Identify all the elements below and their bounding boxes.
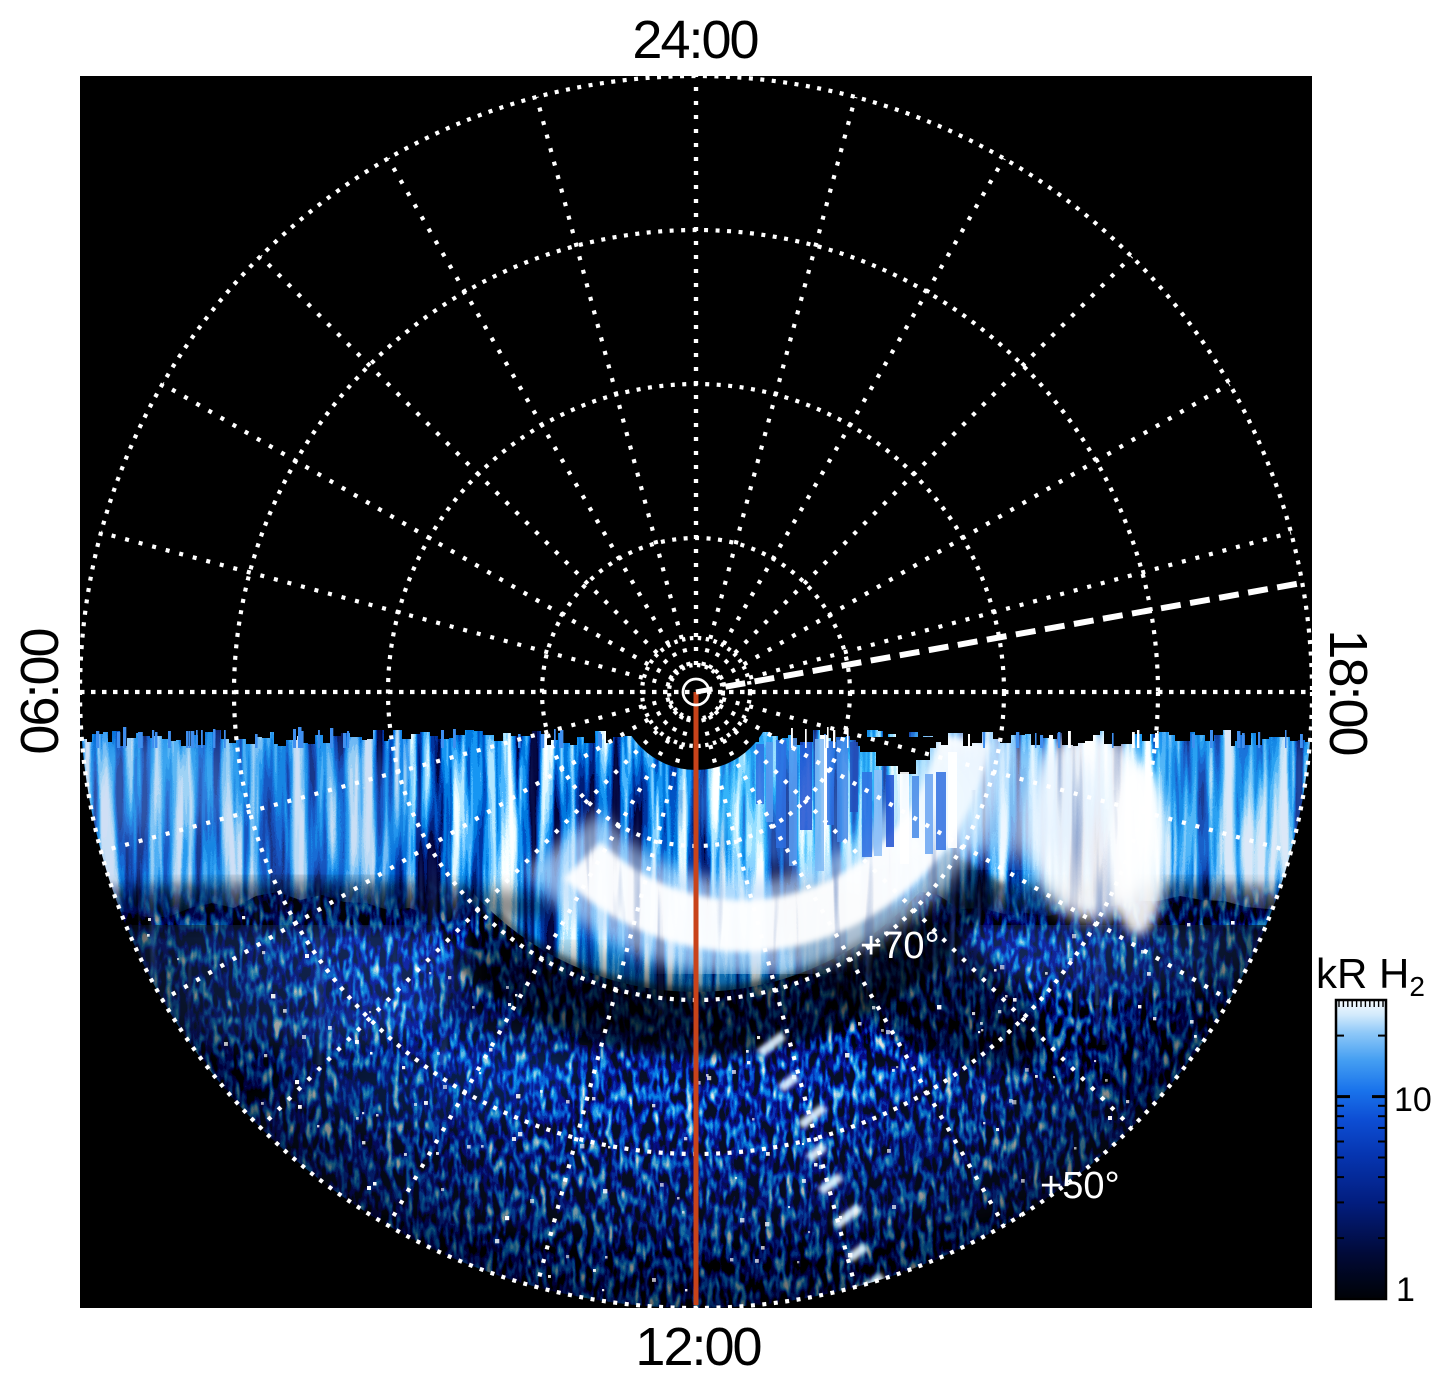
svg-text:06:00: 06:00 xyxy=(10,629,70,754)
svg-text:10: 10 xyxy=(1394,1081,1432,1119)
svg-text:+50°: +50° xyxy=(1040,1165,1120,1207)
svg-text:1: 1 xyxy=(1396,1271,1415,1309)
svg-text:24:00: 24:00 xyxy=(632,10,757,70)
svg-text:18:00: 18:00 xyxy=(1318,629,1378,754)
svg-text:kR H2: kR H2 xyxy=(1316,950,1425,1002)
svg-text:12:00: 12:00 xyxy=(635,1317,760,1377)
svg-text:+70°: +70° xyxy=(860,925,940,967)
